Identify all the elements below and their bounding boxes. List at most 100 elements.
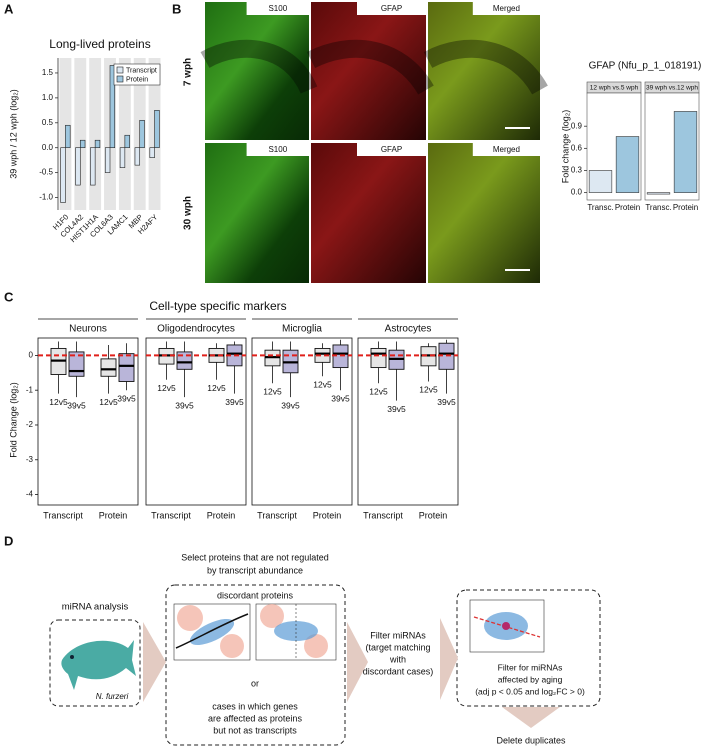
bar [90, 147, 96, 186]
diagram-text: Delete duplicates [496, 735, 566, 745]
dashed-box [165, 584, 346, 746]
diagram-text: Filter miRNAs [370, 630, 426, 640]
panel-label: B [172, 1, 181, 16]
image-label: S100 [268, 145, 287, 154]
image [205, 2, 309, 140]
bar [139, 119, 145, 149]
y-tick-label: 0.5 [42, 118, 54, 127]
diagram-text: (target matching [365, 642, 430, 652]
image [205, 143, 309, 283]
diagram-text: (adj p < 0.05 and log₂FC > 0) [475, 686, 585, 696]
diagram-text: Filter for miRNAs [498, 662, 563, 672]
box-label: 39v5 [117, 393, 136, 403]
chart-title: GFAP (Nfu_p_1_018191) [589, 61, 702, 72]
arrow [502, 707, 560, 728]
diagram-text: but not as transcripts [213, 725, 297, 735]
diagram-text: with [389, 654, 406, 664]
legend-label: Transcript [126, 67, 157, 74]
facet-label: Microglia [282, 324, 322, 335]
arrow [143, 622, 166, 702]
box [118, 353, 135, 382]
box-label: 39v5 [175, 400, 194, 410]
box-label: 39v5 [281, 400, 300, 410]
y-tick-label: 1.5 [42, 68, 54, 77]
image-label: Merged [493, 4, 520, 13]
tissue-shadow [200, 39, 548, 95]
arrow [440, 618, 458, 700]
box-label: 12v5 [99, 397, 118, 407]
y-tick-label: -1 [26, 385, 34, 394]
box-label: 39v5 [437, 397, 456, 407]
y-tick-label: 0.0 [42, 143, 54, 152]
box [370, 347, 387, 369]
dashed-box [49, 619, 141, 707]
diagram-text: cases in which genes [212, 701, 298, 711]
legend-swatch [116, 75, 124, 83]
y-tick-label: -2 [26, 420, 34, 429]
image-label-box [246, 143, 309, 156]
image [428, 143, 540, 283]
diagram-text: affected by aging [498, 674, 563, 684]
x-tick-label: Transc. [587, 203, 613, 212]
box-label: 12v5 [207, 383, 226, 393]
diagram-text: or [251, 678, 259, 688]
diagram-text: Select proteins that are not regulated by… [62, 552, 585, 745]
image-label-box [472, 2, 540, 15]
bar [65, 124, 71, 149]
x-tick-label: Protein [99, 510, 128, 520]
bar [109, 65, 116, 149]
category-band [118, 58, 131, 210]
chart-title: Cell-type specific markers [149, 299, 286, 313]
image-label: GFAP [381, 145, 402, 154]
x-tick-label: Protein [673, 203, 698, 212]
x-tick-label: Protein [615, 203, 640, 212]
category-band [74, 58, 87, 210]
bar [588, 170, 613, 193]
bar [134, 147, 141, 166]
x-tick-label: Transcript [43, 510, 83, 520]
image-label-box [472, 143, 540, 156]
diagram-text: discordant cases) [363, 666, 434, 676]
panel-label: D [4, 533, 13, 548]
y-tick-label: -3 [26, 455, 34, 464]
bar [119, 147, 126, 168]
box-label: 12v5 [263, 386, 282, 396]
diagram-text: by transcript abundance [207, 565, 303, 575]
bar [94, 139, 101, 149]
row-label: 7 wph [183, 58, 194, 86]
box-label: 39v5 [67, 400, 86, 410]
box-label: 12v5 [157, 383, 176, 393]
image-label-box [357, 2, 426, 15]
y-axis-label: 39 wph / 12 wph (log₂) [8, 89, 18, 179]
facet-label: Astrocytes [385, 324, 432, 335]
y-tick-label: 0 [29, 351, 34, 360]
fish-icon [61, 640, 137, 690]
x-tick-label: Protein [313, 510, 342, 520]
bar [124, 134, 130, 149]
diagram [49, 584, 601, 746]
image-label: S100 [268, 4, 287, 13]
box-label: 12v5 [419, 385, 438, 395]
bar [154, 110, 160, 149]
bar [79, 139, 86, 149]
image [311, 2, 426, 140]
box [314, 347, 331, 363]
facet-label: Oligodendrocytes [157, 324, 235, 335]
y-tick-label: -1.0 [39, 193, 53, 202]
y-tick-label: 0.0 [571, 188, 583, 197]
x-tick-label: Protein [419, 510, 448, 520]
box-label: 12v5 [313, 380, 332, 390]
chart-title: Long-lived proteins [49, 37, 150, 51]
fish-eye [70, 655, 74, 659]
image-label-box [246, 2, 309, 15]
x-tick-label: Protein [207, 510, 236, 520]
arrow [347, 622, 368, 702]
box-label: 39v5 [225, 397, 244, 407]
panel-label: C [4, 289, 14, 304]
diagram-text: Select proteins that are not regulated [181, 552, 329, 562]
y-tick-label: -4 [26, 490, 34, 499]
box-label: 12v5 [49, 397, 68, 407]
x-tick-label: Transc. [645, 203, 671, 212]
y-axis-label: Fold change (log₂) [560, 110, 570, 184]
